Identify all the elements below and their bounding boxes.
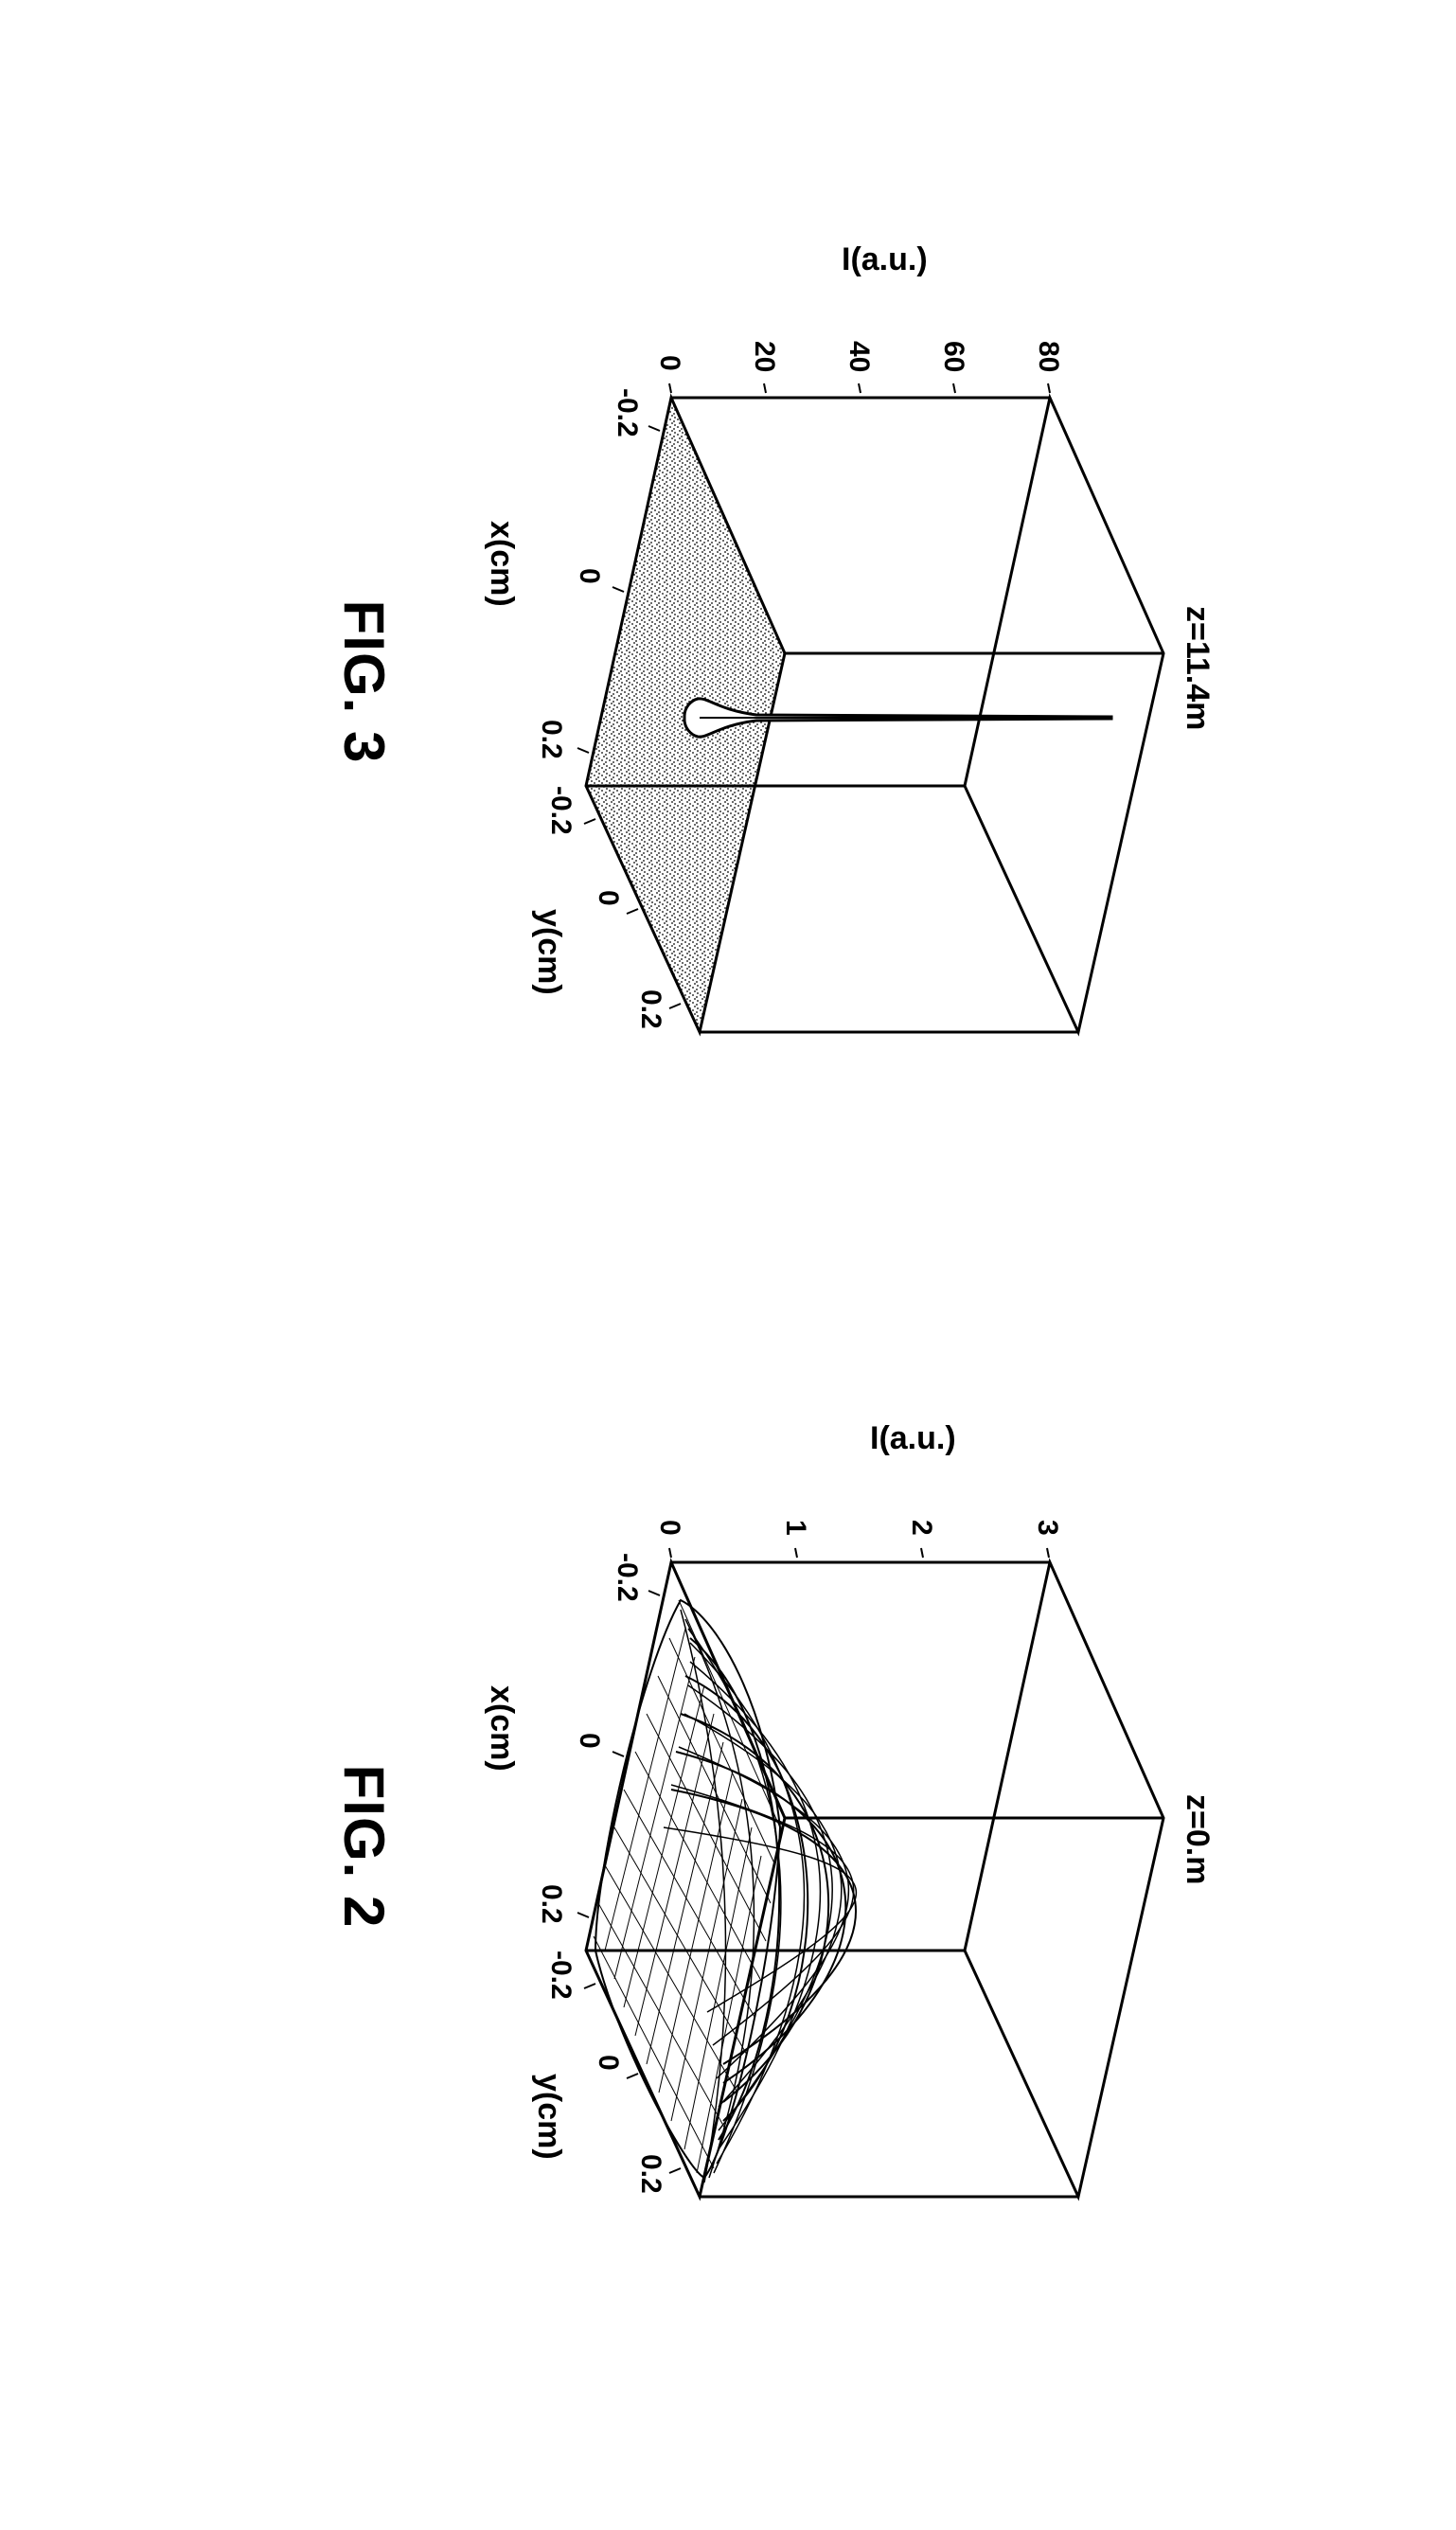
fig3-x-label: x(cm) bbox=[483, 521, 520, 607]
fig3-title: z=11.4m bbox=[1179, 606, 1216, 730]
fig2-z-tick-1: 1 bbox=[779, 1520, 811, 1536]
fig2-z-tick-2: 2 bbox=[905, 1520, 937, 1536]
fig2-x-label: x(cm) bbox=[483, 1685, 520, 1772]
fig3-x-tick-0: -0.2 bbox=[611, 388, 643, 437]
fig2-x-tick-1: 0 bbox=[573, 1733, 605, 1749]
fig3-z-tick-0: 0 bbox=[653, 355, 685, 371]
fig2-x-tick-0: -0.2 bbox=[611, 1553, 643, 1602]
fig3-z-tick-2: 40 bbox=[843, 341, 875, 372]
fig2-y-label: y(cm) bbox=[530, 2074, 567, 2160]
fig3-plot bbox=[491, 256, 1249, 1108]
fig2-z-tick-0: 0 bbox=[653, 1520, 685, 1536]
fig3-z-tick-3: 60 bbox=[937, 341, 969, 372]
fig3-y-label: y(cm) bbox=[530, 909, 567, 995]
fig2-y-tick-1: 0 bbox=[592, 2055, 624, 2071]
fig3-z-label: I(a.u.) bbox=[842, 241, 928, 278]
fig3-caption: FIG. 3 bbox=[331, 256, 397, 1108]
fig3-z-tick-4: 80 bbox=[1032, 341, 1064, 372]
fig2-plot bbox=[491, 1420, 1249, 2272]
fig3-x-tick-1: 0 bbox=[573, 568, 605, 584]
fig3-x-tick-2: 0.2 bbox=[535, 720, 567, 759]
fig3-y-tick-1: 0 bbox=[592, 890, 624, 906]
fig2-y-tick-2: 0.2 bbox=[634, 2154, 666, 2194]
figure-3: z=11.4m I(a.u.) 0 20 40 60 80 x(cm) -0.2… bbox=[207, 256, 1249, 1108]
fig3-y-tick-0: -0.2 bbox=[544, 786, 577, 835]
fig2-caption: FIG. 2 bbox=[331, 1420, 397, 2272]
fig2-title: z=0.m bbox=[1179, 1794, 1216, 1884]
figure-2: z=0.m I(a.u.) 0 1 2 3 x(cm) -0.2 0 0.2 y… bbox=[207, 1420, 1249, 2272]
fig2-x-tick-2: 0.2 bbox=[535, 1884, 567, 1924]
fig2-surface bbox=[594, 1600, 856, 2183]
fig3-z-tick-1: 20 bbox=[748, 341, 780, 372]
fig2-y-tick-0: -0.2 bbox=[544, 1951, 577, 2000]
fig3-y-tick-2: 0.2 bbox=[634, 989, 666, 1029]
fig2-z-tick-3: 3 bbox=[1031, 1520, 1063, 1536]
fig2-z-label: I(a.u.) bbox=[870, 1420, 956, 1457]
